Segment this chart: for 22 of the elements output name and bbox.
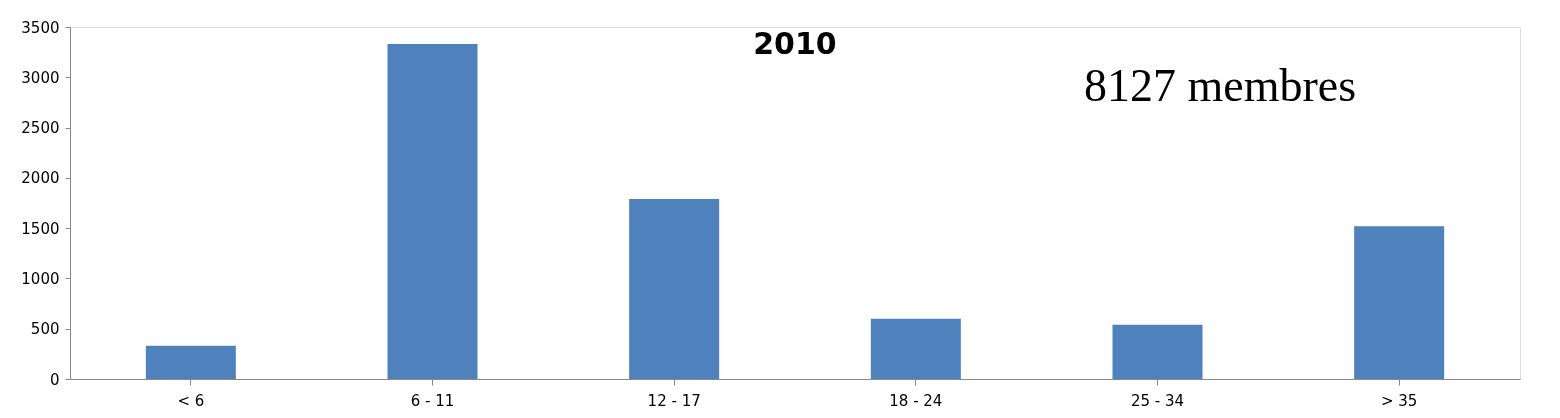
x-tick-label: 6 - 11 bbox=[410, 391, 455, 410]
y-tick-label: 3000 bbox=[21, 68, 60, 87]
bar bbox=[870, 318, 961, 379]
y-tick-label: 500 bbox=[30, 320, 60, 339]
y-tick-label: 1500 bbox=[21, 219, 60, 238]
chart-title: 2010 bbox=[753, 26, 837, 61]
y-tick-label: 2000 bbox=[21, 169, 60, 188]
x-tick-label: < 6 bbox=[177, 391, 205, 410]
annotation: 8127 membres bbox=[1083, 60, 1357, 111]
y-tick-label: 0 bbox=[49, 370, 60, 389]
x-tick-label: 18 - 24 bbox=[889, 391, 943, 410]
x-tick-label: 12 - 17 bbox=[647, 391, 701, 410]
x-tick-label: 25 - 34 bbox=[1130, 391, 1185, 410]
y-tick-label: 1000 bbox=[21, 269, 60, 288]
x-tick-label: > 35 bbox=[1380, 391, 1418, 410]
y-tick-label: 3500 bbox=[21, 18, 60, 37]
bar bbox=[387, 44, 478, 379]
bar bbox=[1112, 324, 1203, 379]
y-tick-label: 2500 bbox=[21, 119, 60, 138]
bar bbox=[629, 198, 720, 379]
bar bbox=[145, 345, 236, 379]
bar bbox=[1354, 226, 1445, 379]
